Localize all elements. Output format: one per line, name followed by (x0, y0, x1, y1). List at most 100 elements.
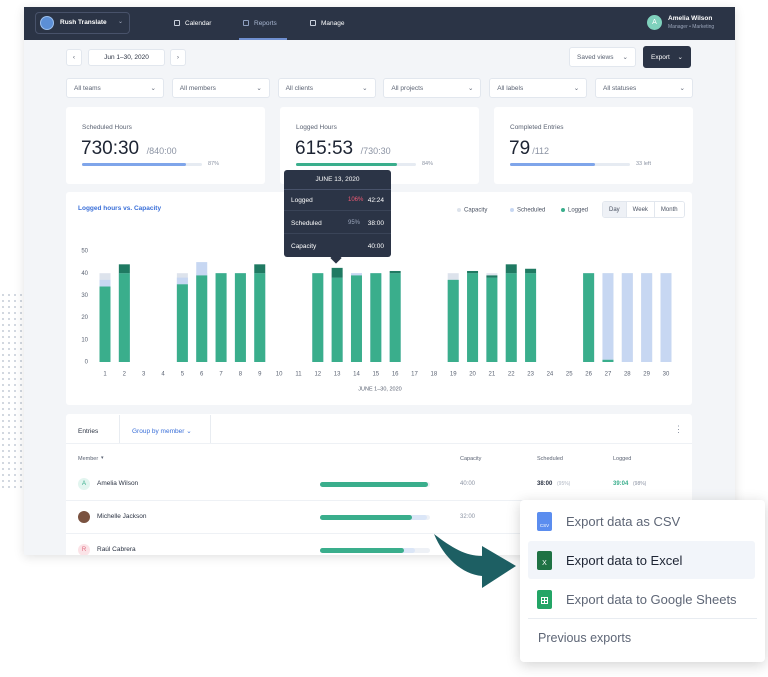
nav-item[interactable]: Manage (321, 20, 345, 27)
stat-label: Scheduled Hours (82, 124, 132, 131)
logged-bar (370, 273, 382, 362)
tooltip-value: 40:00 (367, 243, 384, 250)
export-button[interactable]: Export ⌄ (643, 46, 691, 68)
x-tick-label: 23 (527, 372, 534, 378)
nav-item[interactable]: Reports (254, 20, 277, 27)
row-logged (320, 482, 428, 487)
user-role: Manager • Marketing (668, 24, 715, 30)
chevron: ⌄ (467, 85, 474, 92)
saved-views-label: Saved views (577, 53, 614, 61)
x-tick-label: 10 (276, 372, 283, 378)
prev-button[interactable]: ‹ (66, 49, 82, 66)
menu-highlight (528, 541, 755, 579)
logged-overflow (486, 275, 498, 278)
scheduled-bar (602, 273, 614, 362)
member-avatar: A (78, 478, 90, 490)
logged-bar (505, 273, 517, 362)
menu-item[interactable]: Export data as CSV (566, 514, 681, 529)
logged-bar (176, 284, 188, 362)
x-tick-label: 11 (295, 372, 302, 378)
tooltip-divider (284, 210, 391, 211)
view-toggle: Day Week Month (602, 201, 685, 218)
x-tick-label: 30 (663, 372, 670, 378)
progress-fill (510, 163, 596, 166)
nav-icon (243, 20, 249, 26)
x-tick-label: 9 (258, 372, 262, 378)
filter-dropdown[interactable]: All statuses ⌄ (595, 78, 693, 98)
progress-fill (296, 163, 397, 166)
column-header: Scheduled (537, 456, 563, 462)
logged-overflow (525, 268, 537, 274)
nav-active-underline (239, 38, 287, 40)
logged-overflow (505, 264, 517, 274)
sort-caret: ▾ (101, 455, 104, 461)
y-tick-label: 20 (81, 315, 88, 321)
x-tick-label: 28 (624, 372, 631, 378)
x-tick-label: 8 (239, 372, 243, 378)
dot-pattern (0, 292, 22, 490)
previous-exports[interactable]: Previous exports (538, 631, 632, 645)
x-tick-label: 22 (508, 372, 515, 378)
nav-item[interactable]: Calendar (185, 20, 212, 27)
more-menu[interactable]: ⋮ (674, 424, 683, 434)
filter-label: All clients (285, 84, 314, 92)
menu-item[interactable]: Export data to Excel (566, 553, 683, 568)
capacity-cell: 32:00 (460, 514, 476, 520)
legend-label: Capacity (464, 208, 487, 214)
filter-dropdown[interactable]: All labels ⌄ (489, 78, 588, 98)
stat-total: /730:30 (360, 146, 391, 156)
logged-bar (118, 273, 130, 362)
header-divider (66, 443, 692, 444)
member-avatar (78, 511, 90, 523)
logged-bar (389, 273, 401, 362)
user-name: Amelia Wilson (668, 15, 713, 22)
stat-card (494, 107, 693, 184)
logged-bar (215, 273, 227, 362)
filter-dropdown[interactable]: All clients ⌄ (277, 78, 376, 98)
x-axis-label: JUNE 1–30, 2020 (358, 386, 401, 392)
date-range[interactable]: Jun 1–30, 2020 (88, 49, 165, 66)
row-divider (66, 500, 692, 501)
x-tick-label: 12 (314, 372, 321, 378)
x-tick-label: 17 (411, 372, 418, 378)
toggle-option[interactable]: Month (653, 202, 684, 217)
nav-icon (310, 20, 316, 26)
tooltip-divider (284, 233, 391, 234)
x-tick-label: 13 (334, 372, 341, 378)
toggle-option[interactable]: Day (603, 202, 626, 217)
table-title: Entries (78, 428, 99, 435)
filter-dropdown[interactable]: All members ⌄ (171, 78, 270, 98)
progress-label: 33 left (636, 161, 651, 167)
filter-label: All labels (497, 84, 524, 92)
y-tick-label: 40 (81, 271, 88, 277)
logged-overflow (467, 270, 479, 274)
chevron: ⌄ (362, 85, 368, 92)
menu-divider (528, 618, 757, 619)
pointer-arrow (434, 534, 516, 588)
filter-dropdown[interactable]: All teams ⌄ (66, 78, 164, 98)
toggle-option[interactable]: Week (625, 202, 654, 217)
legend-dot (510, 208, 514, 212)
logged-bar (486, 277, 498, 362)
user-avatar[interactable]: A (647, 15, 662, 30)
stat-value: 730:30 (81, 138, 140, 159)
member-name: Michelle Jackson (97, 513, 147, 520)
stat-label: Completed Entries (510, 124, 564, 131)
x-tick-label: 5 (181, 372, 185, 378)
group-by-label: Group by member (132, 428, 185, 435)
progress-label: 87% (208, 161, 220, 167)
next-button[interactable]: › (170, 49, 186, 66)
saved-views[interactable]: Saved views ⌄ (569, 47, 636, 67)
logged-overflow (331, 267, 343, 278)
tab-divider (210, 415, 211, 443)
file-icon: CSV (537, 512, 552, 531)
member-name: Amelia Wilson (97, 480, 139, 487)
group-by[interactable]: Group by member ⌄ (132, 428, 192, 435)
brand-name: Rush Translate (60, 19, 107, 26)
filter-dropdown[interactable]: All projects ⌄ (383, 78, 482, 98)
menu-item[interactable]: Export data to Google Sheets (566, 592, 737, 607)
brand-switcher[interactable] (35, 12, 130, 34)
nav-bar (24, 7, 735, 40)
